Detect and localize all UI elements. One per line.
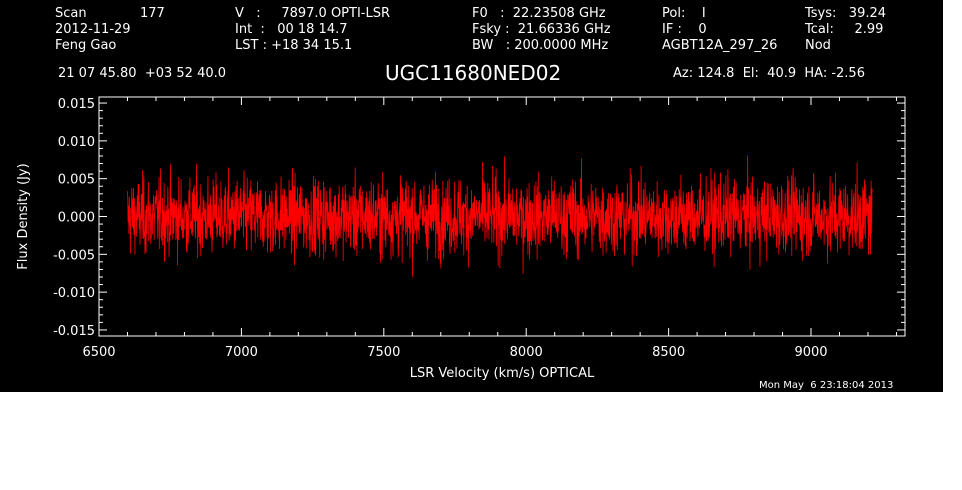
y-tick-label: -0.005 [53, 248, 95, 263]
obs-mode: Nod [805, 38, 831, 53]
lst-line: LST : +18 34 15.1 [235, 38, 353, 53]
project-id: AGBT12A_297_26 [662, 38, 778, 53]
source-name: UGC11680NED02 [385, 61, 562, 85]
source-coordinates: 21 07 45.80 +03 52 40.0 [58, 66, 227, 81]
observer-name: Feng Gao [55, 38, 117, 53]
y-tick-label: 0.000 [58, 211, 95, 226]
x-tick-label: 8000 [510, 345, 543, 360]
bandwidth-line: BW : 200.0000 MHz [472, 38, 609, 53]
scan-label: Scan [55, 6, 87, 21]
y-tick-label: -0.015 [53, 324, 95, 339]
pointing-info: Az: 124.8 El: 40.9 HA: -2.56 [673, 66, 865, 81]
spectrum-chart: 6500 7000 7500 8000 8500 9000 0.015 0.010 0.005… [16, 96, 906, 381]
x-tick-label: 6500 [82, 345, 115, 360]
x-tick-label: 8500 [652, 345, 685, 360]
spectrum-panel: Scan 177 2012-11-29 Feng Gao V : 7897.0 … [0, 0, 943, 392]
tcal-line: Tcal: 2.99 [805, 22, 884, 37]
integration-line: Int : 00 18 14.7 [235, 22, 348, 37]
plot-timestamp: Mon May 6 23:18:04 2013 [759, 380, 894, 391]
y-tick-label: 0.015 [58, 97, 95, 112]
scan-number: 177 [140, 6, 165, 21]
x-axis-label: LSR Velocity (km/s) OPTICAL [410, 366, 595, 381]
x-tick-label: 7000 [225, 345, 258, 360]
x-tick-label: 9000 [794, 345, 827, 360]
rest-frequency-line: F0 : 22.23508 GHz [472, 6, 606, 21]
x-tick-label: 7500 [367, 345, 400, 360]
tsys-line: Tsys: 39.24 [805, 6, 887, 21]
y-tick-label: 0.005 [58, 173, 95, 188]
y-tick-label: -0.010 [53, 286, 95, 301]
velocity-line: V : 7897.0 OPTI-LSR [235, 6, 391, 21]
spectrum-trace [127, 155, 873, 277]
y-axis-label: Flux Density (Jy) [16, 163, 31, 269]
sky-frequency-line: Fsky : 21.66336 GHz [472, 22, 611, 37]
obs-date: 2012-11-29 [55, 22, 131, 37]
y-tick-label: 0.010 [58, 135, 95, 150]
if-line: IF : 0 [662, 22, 707, 37]
polarization-line: Pol: I [662, 6, 706, 21]
